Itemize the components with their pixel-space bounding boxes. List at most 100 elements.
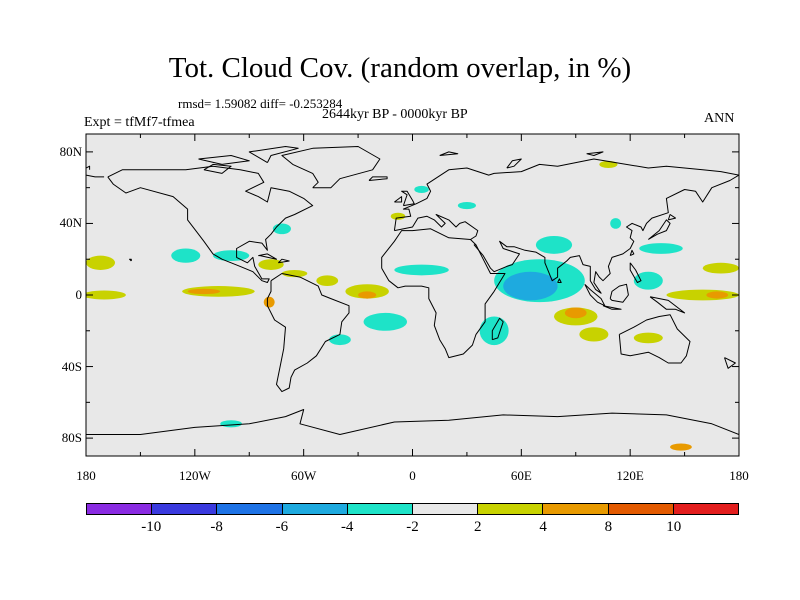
coastline xyxy=(281,146,381,189)
anomaly-region xyxy=(281,269,308,278)
x-tick-label: 180 xyxy=(729,468,749,483)
season-label: ANN xyxy=(704,111,735,126)
anomaly-region xyxy=(358,291,377,299)
coastline xyxy=(401,190,415,207)
colorbar-label: 4 xyxy=(539,519,547,535)
anomaly-region xyxy=(363,312,408,331)
anomaly-region xyxy=(457,201,476,210)
x-tick-label: 120E xyxy=(616,468,644,483)
anomaly-region xyxy=(670,443,692,451)
experiment-label: Expt = tfMf7-tfmea xyxy=(84,115,195,130)
coastline xyxy=(602,305,622,310)
anomaly-region xyxy=(579,327,609,342)
coastline xyxy=(129,258,132,262)
axis-ticks xyxy=(85,134,740,456)
x-tick-label: 0 xyxy=(409,468,416,483)
colorbar-label: 8 xyxy=(604,519,613,535)
anomaly-region xyxy=(258,259,284,270)
coastline xyxy=(629,249,635,257)
coastline xyxy=(107,165,314,283)
coastline xyxy=(258,253,277,260)
coastline xyxy=(394,214,479,240)
coastline xyxy=(491,317,504,341)
colorbar-segment xyxy=(282,504,348,514)
colorbar-segment xyxy=(608,504,674,514)
coastline xyxy=(649,296,686,314)
anomaly-region xyxy=(220,420,242,428)
anomaly-region xyxy=(212,250,250,262)
coastline xyxy=(248,146,299,164)
colorbar-segment xyxy=(87,504,153,514)
anomaly-region xyxy=(86,255,116,270)
anomaly-region xyxy=(610,218,622,229)
colorbar-label: -2 xyxy=(406,519,419,535)
y-tick-label: 80S xyxy=(61,430,82,446)
coastline xyxy=(277,258,290,264)
coastline xyxy=(86,409,739,435)
anomaly-region xyxy=(639,243,683,254)
coastline xyxy=(506,158,522,169)
anomaly-region xyxy=(263,296,275,308)
anomaly-region xyxy=(633,271,663,290)
anomaly-region xyxy=(706,291,729,299)
anomaly-region xyxy=(599,160,618,168)
coastline xyxy=(586,151,604,156)
anomaly-region xyxy=(390,212,406,220)
x-tick-label: 60W xyxy=(291,468,317,483)
coastline-layer xyxy=(86,146,739,435)
coastline xyxy=(368,176,388,181)
anomaly-region xyxy=(564,307,587,319)
anomaly-region xyxy=(86,290,126,300)
coastline xyxy=(609,283,629,303)
anomaly-region xyxy=(345,284,389,299)
coastline xyxy=(266,273,350,393)
anomaly-region xyxy=(394,264,449,276)
anomaly-region xyxy=(535,235,573,254)
colorbar-label: -10 xyxy=(141,519,162,535)
colorbar-segment xyxy=(673,504,739,514)
colorbar-segment xyxy=(217,504,283,514)
x-tick-label: 120W xyxy=(178,468,211,483)
anomaly-region xyxy=(503,271,558,301)
coastline xyxy=(629,262,642,283)
coastline xyxy=(667,214,676,221)
colorbar-segment xyxy=(478,504,544,514)
colorbar-label: -6 xyxy=(275,519,289,535)
anomaly-region xyxy=(316,275,339,287)
anomaly-region xyxy=(666,289,739,301)
colorbar-label: 10 xyxy=(666,519,682,535)
coastline xyxy=(393,158,739,231)
anomaly-region xyxy=(171,248,201,263)
colorbar-segment xyxy=(413,504,479,514)
coastline xyxy=(86,174,105,178)
y-tick-label: 80N xyxy=(59,143,82,159)
anomaly-region xyxy=(479,316,509,346)
map-background xyxy=(86,134,739,456)
colorbar-segment xyxy=(347,504,414,514)
coastline xyxy=(86,165,91,170)
coastline xyxy=(724,357,736,369)
anomaly-region xyxy=(187,288,221,295)
colorbar-label: -4 xyxy=(340,519,354,535)
anomaly-region xyxy=(702,262,739,274)
period-label: 2644kyr BP - 0000kyr BP xyxy=(322,107,468,122)
colorbar xyxy=(86,503,739,515)
coastline xyxy=(203,163,232,174)
anomaly-region xyxy=(329,334,351,346)
colorbar-segment xyxy=(543,504,609,514)
map-title: Tot. Cloud Cov. (random overlap, in %) xyxy=(168,52,632,84)
coastline xyxy=(473,174,739,294)
coastline xyxy=(198,155,250,165)
y-tick-label: 0 xyxy=(75,287,83,302)
x-tick-label: 60E xyxy=(510,468,532,483)
colorbar-label: 2 xyxy=(474,519,482,535)
anomaly-layer xyxy=(86,160,739,451)
coastline xyxy=(647,219,671,240)
stats-label: rmsd= 1.59082 diff= -0.253284 xyxy=(178,96,343,111)
anomaly-region xyxy=(414,185,429,194)
coastline xyxy=(439,151,459,156)
coastline xyxy=(618,314,691,364)
colorbar-label: -8 xyxy=(210,519,223,535)
x-tick-label: 180 xyxy=(76,468,96,483)
